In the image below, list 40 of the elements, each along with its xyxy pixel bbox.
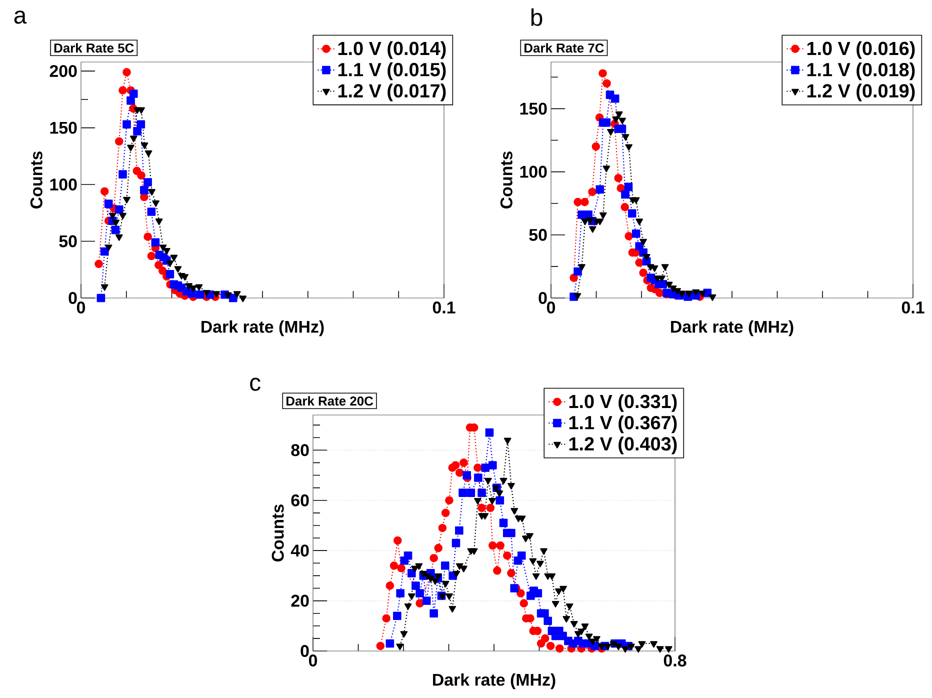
- y-tick-label: 50: [529, 228, 547, 241]
- text: b: [531, 8, 542, 26]
- y-tick-label: 60: [291, 494, 309, 506]
- y-tick-label: 50: [59, 235, 77, 248]
- legend-label: 1.1 V (0.015): [338, 62, 446, 80]
- x-tick-label: 0.1: [902, 302, 924, 314]
- legend-label: 1.0 V (0.331): [569, 394, 677, 412]
- y-tick-label: 100: [520, 166, 547, 178]
- chart-title: Dark Rate 5C: [54, 43, 134, 53]
- y-tick-label: 200: [50, 65, 77, 78]
- x-axis-title: Dark rate (MHz): [433, 673, 556, 690]
- text: c: [250, 378, 260, 391]
- legend-label: 1.2 V (0.019): [807, 84, 915, 102]
- text: a: [14, 10, 27, 24]
- legend-label: 1.2 V (0.403): [569, 436, 677, 454]
- legend-label: 1.2 V (0.017): [338, 84, 446, 102]
- y-axis-title: Counts: [30, 152, 42, 208]
- y-axis-title: Counts: [272, 504, 284, 562]
- y-tick-label: 80: [291, 444, 309, 456]
- y-tick-label: 20: [291, 594, 309, 607]
- chart-title: Dark Rate 20C: [286, 396, 374, 406]
- legend-label: 1.1 V (0.367): [569, 415, 677, 434]
- y-tick-label: 0: [68, 292, 77, 304]
- y-tick-label: 40: [290, 544, 309, 557]
- x-tick-label: 0: [546, 302, 556, 314]
- chart-title: Dark Rate 7C: [524, 43, 604, 53]
- legend-label: 1.1 V (0.018): [807, 62, 915, 80]
- x-tick-label: 0.1: [432, 302, 456, 314]
- legend-label: 1.0 V (0.014): [338, 41, 446, 59]
- legend-label: 1.0 V (0.016): [807, 41, 915, 59]
- y-tick-label: 150: [520, 102, 547, 115]
- x-tick-label: 0.8: [664, 654, 686, 667]
- x-tick-label: 0: [76, 302, 86, 314]
- y-tick-label: 100: [50, 178, 77, 191]
- x-axis-title: Dark rate (MHz): [202, 320, 324, 336]
- y-tick-label: 0: [538, 292, 547, 304]
- y-axis-title: Counts: [500, 152, 512, 208]
- x-axis-title: Dark rate (MHz): [671, 320, 794, 336]
- y-tick-label: 150: [50, 122, 77, 134]
- y-tick-label: 0: [300, 645, 309, 657]
